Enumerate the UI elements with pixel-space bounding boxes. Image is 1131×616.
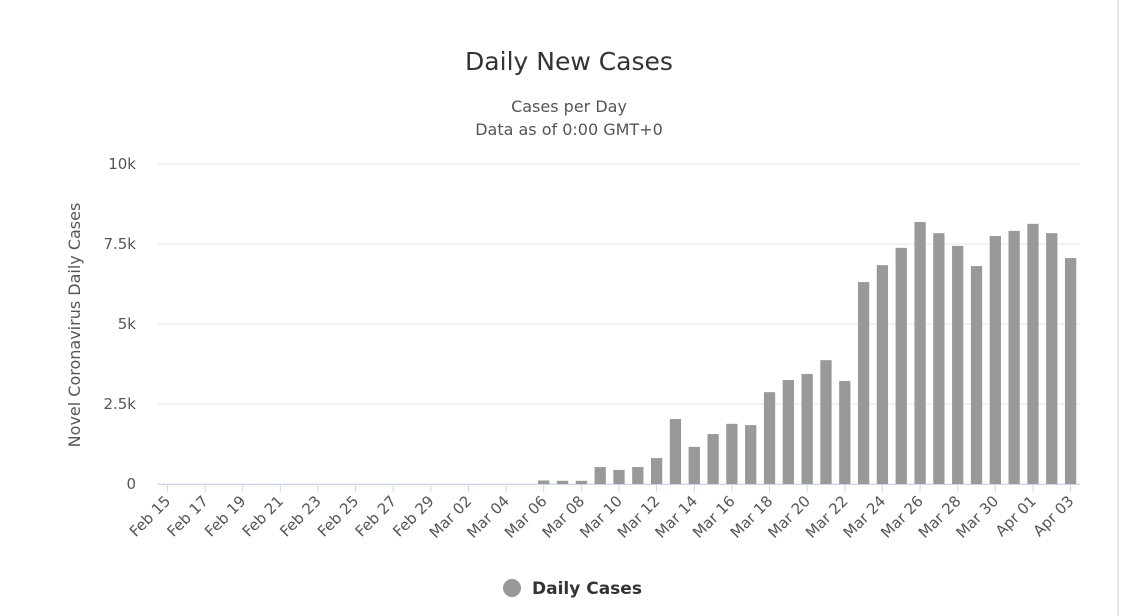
legend-label: Daily Cases [532, 579, 642, 599]
bar [669, 419, 682, 484]
bar [857, 282, 870, 484]
y-tick-label: 7.5k [103, 235, 136, 253]
bar [1027, 223, 1039, 484]
x-tick-label: Feb 23 [276, 492, 324, 540]
bar [970, 266, 983, 484]
bar [575, 480, 588, 484]
bar [989, 236, 1001, 484]
bar [1046, 233, 1058, 484]
x-tick-label: Feb 25 [314, 492, 362, 540]
x-tick-label: Apr 01 [992, 492, 1040, 540]
x-tick-label: Feb 27 [352, 492, 400, 540]
bar [556, 480, 569, 484]
x-tick-label: Mar 30 [953, 492, 1003, 542]
x-tick-label: Feb 15 [126, 492, 174, 540]
y-tick-label: 0 [126, 475, 136, 493]
bar [876, 265, 889, 484]
bar [1064, 258, 1077, 484]
chart-subtitle: Cases per Day [511, 97, 627, 116]
bar [707, 434, 719, 484]
chart-title: Daily New Cases [465, 47, 673, 76]
y-tick-label: 5k [118, 315, 137, 333]
bar [914, 221, 926, 485]
bar [745, 425, 757, 484]
bar [839, 380, 851, 484]
x-tick-label: Apr 03 [1029, 492, 1077, 540]
bar [650, 458, 663, 484]
bar [613, 469, 625, 484]
bar [933, 233, 945, 484]
bar [782, 380, 794, 484]
bar [895, 247, 907, 484]
y-tick-label: 2.5k [103, 395, 136, 413]
bar [820, 360, 832, 484]
chart-subtitle: Data as of 0:00 GMT+0 [475, 120, 663, 139]
x-tick-label: Feb 21 [239, 492, 287, 540]
bar [952, 245, 964, 484]
bar [632, 467, 644, 484]
bar [726, 423, 738, 484]
bar [688, 446, 700, 484]
bar [801, 373, 813, 484]
bar [594, 467, 606, 484]
bar [1008, 230, 1020, 484]
x-tick-label: Feb 19 [201, 492, 249, 540]
x-tick-label: Feb 17 [163, 492, 211, 540]
y-axis-label: Novel Coronavirus Daily Cases [65, 203, 84, 448]
bar [538, 480, 550, 484]
y-tick-label: 10k [108, 155, 136, 173]
legend-marker [503, 579, 521, 597]
bar [763, 392, 776, 484]
